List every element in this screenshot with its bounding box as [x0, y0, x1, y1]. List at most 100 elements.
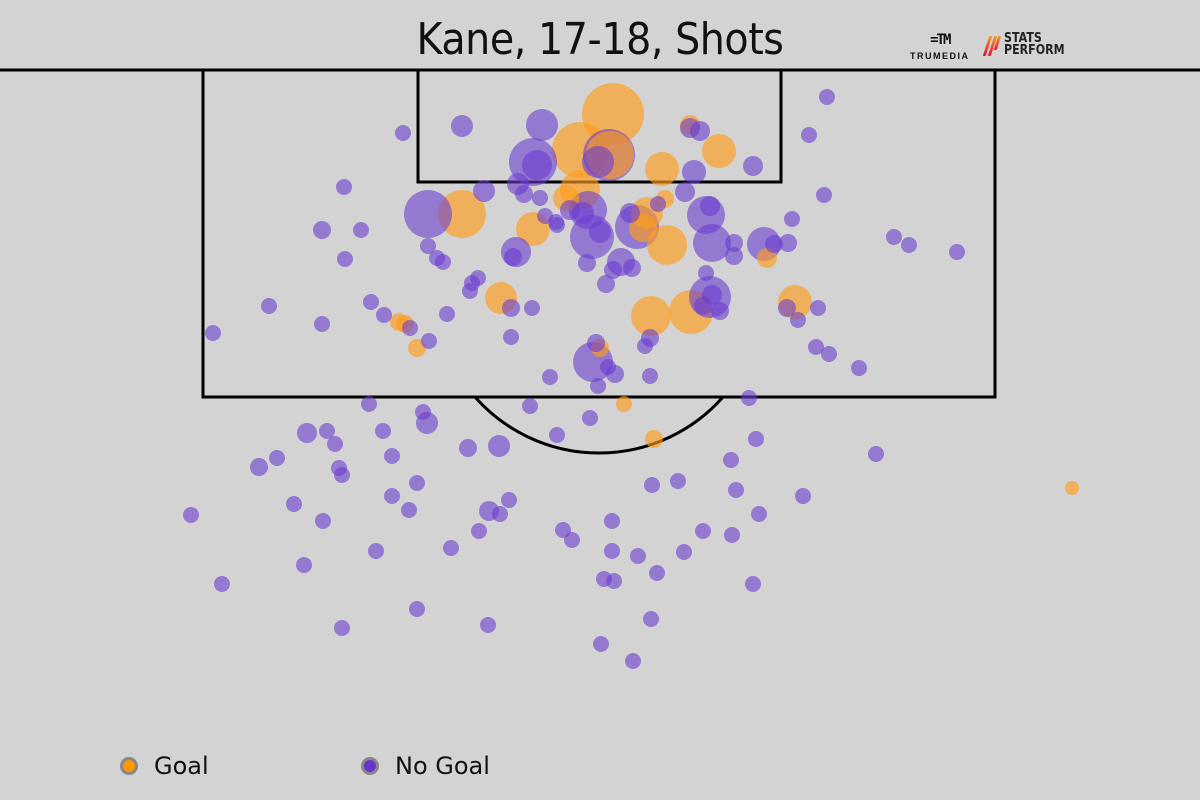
- shot-no-goal: [790, 312, 806, 328]
- shot-no-goal: [725, 234, 743, 252]
- shot-no-goal: [593, 636, 609, 652]
- shot-no-goal: [363, 294, 379, 310]
- shot-no-goal: [401, 502, 417, 518]
- shot-no-goal: [261, 298, 277, 314]
- shot-no-goal: [315, 513, 331, 529]
- shot-no-goal: [319, 423, 335, 439]
- shot-no-goal: [698, 265, 714, 281]
- shot-no-goal: [650, 196, 666, 212]
- shot-no-goal: [421, 333, 437, 349]
- shot-no-goal: [765, 235, 783, 253]
- shot-no-goal: [819, 89, 835, 105]
- shot-no-goal: [680, 118, 700, 138]
- shot-no-goal: [313, 221, 331, 239]
- shot-no-goal: [644, 477, 660, 493]
- shot-no-goal: [589, 221, 611, 243]
- shot-no-goal: [649, 565, 665, 581]
- shot-no-goal: [459, 439, 477, 457]
- shot-no-goal: [821, 346, 837, 362]
- shot-no-goal: [728, 482, 744, 498]
- shot-no-goal: [779, 234, 797, 252]
- shot-no-goal: [604, 543, 620, 559]
- shot-no-goal: [642, 368, 658, 384]
- shot-no-goal: [784, 211, 800, 227]
- penalty-arc: [473, 396, 725, 455]
- shot-no-goal: [751, 506, 767, 522]
- shot-no-goal: [682, 160, 706, 184]
- legend-no-goal: No Goal: [361, 752, 490, 780]
- shot-no-goal: [337, 251, 353, 267]
- shot-no-goal: [402, 320, 418, 336]
- shot-no-goal: [409, 475, 425, 491]
- shot-goal: [757, 248, 777, 268]
- shot-no-goal: [471, 523, 487, 539]
- trumedia-logo: =TM TRUMEDIA: [910, 33, 970, 61]
- shot-no-goal: [851, 360, 867, 376]
- shot-no-goal: [901, 237, 917, 253]
- shot-no-goal: [353, 222, 369, 238]
- chart-title: Kane, 17-18, Shots: [416, 14, 784, 65]
- shot-no-goal: [810, 300, 826, 316]
- shot-no-goal: [625, 653, 641, 669]
- shot-goal: [1065, 481, 1079, 495]
- shot-no-goal: [725, 247, 743, 265]
- shot-no-goal: [515, 185, 533, 203]
- shot-no-goal: [600, 359, 616, 375]
- shot-no-goal: [743, 156, 763, 176]
- shot-no-goal: [724, 527, 740, 543]
- shot-no-goal: [700, 196, 720, 216]
- no-goal-legend-dot-icon: [361, 757, 379, 775]
- shot-no-goal: [480, 617, 496, 633]
- shot-no-goal: [623, 259, 641, 277]
- six-yard-box: [416, 68, 783, 184]
- legend-goal: Goal: [120, 752, 209, 780]
- shot-no-goal: [675, 182, 695, 202]
- shot-no-goal: [949, 244, 965, 260]
- shot-goal: [647, 225, 687, 265]
- shot-no-goal: [522, 398, 538, 414]
- shot-no-goal: [676, 544, 692, 560]
- shot-no-goal: [620, 203, 640, 223]
- shot-goal: [645, 152, 679, 186]
- shot-no-goal: [314, 316, 330, 332]
- shot-no-goal: [694, 297, 712, 315]
- shot-no-goal: [296, 557, 312, 573]
- legend-no-goal-label: No Goal: [395, 752, 490, 780]
- shot-goal: [631, 296, 671, 336]
- shot-no-goal: [404, 190, 452, 238]
- shot-no-goal: [606, 573, 622, 589]
- shot-no-goal: [504, 248, 522, 266]
- shot-no-goal: [597, 275, 615, 293]
- shot-no-goal: [542, 369, 558, 385]
- shot-no-goal: [564, 532, 580, 548]
- shot-no-goal: [334, 467, 350, 483]
- shot-no-goal: [214, 576, 230, 592]
- shot-no-goal: [723, 452, 739, 468]
- shot-no-goal: [415, 404, 431, 420]
- shot-no-goal: [368, 543, 384, 559]
- shot-goal: [645, 430, 663, 448]
- shot-no-goal: [286, 496, 302, 512]
- shot-no-goal: [670, 473, 686, 489]
- shot-no-goal: [590, 378, 606, 394]
- shot-no-goal: [741, 390, 757, 406]
- shot-goal: [702, 134, 736, 168]
- shot-no-goal: [604, 261, 622, 279]
- shot-no-goal: [801, 127, 817, 143]
- shot-no-goal: [420, 238, 436, 254]
- shot-no-goal: [778, 299, 796, 317]
- shot-no-goal: [578, 254, 596, 272]
- shot-no-goal: [250, 458, 268, 476]
- shot-no-goal: [336, 179, 352, 195]
- shot-no-goal: [502, 299, 520, 317]
- shot-no-goal: [630, 548, 646, 564]
- shot-no-goal: [361, 396, 377, 412]
- shot-no-goal: [868, 446, 884, 462]
- shot-no-goal: [327, 436, 343, 452]
- shot-no-goal: [409, 601, 425, 617]
- shot-no-goal: [375, 423, 391, 439]
- shot-no-goal: [501, 492, 517, 508]
- shot-no-goal: [522, 150, 552, 180]
- shot-no-goal: [643, 611, 659, 627]
